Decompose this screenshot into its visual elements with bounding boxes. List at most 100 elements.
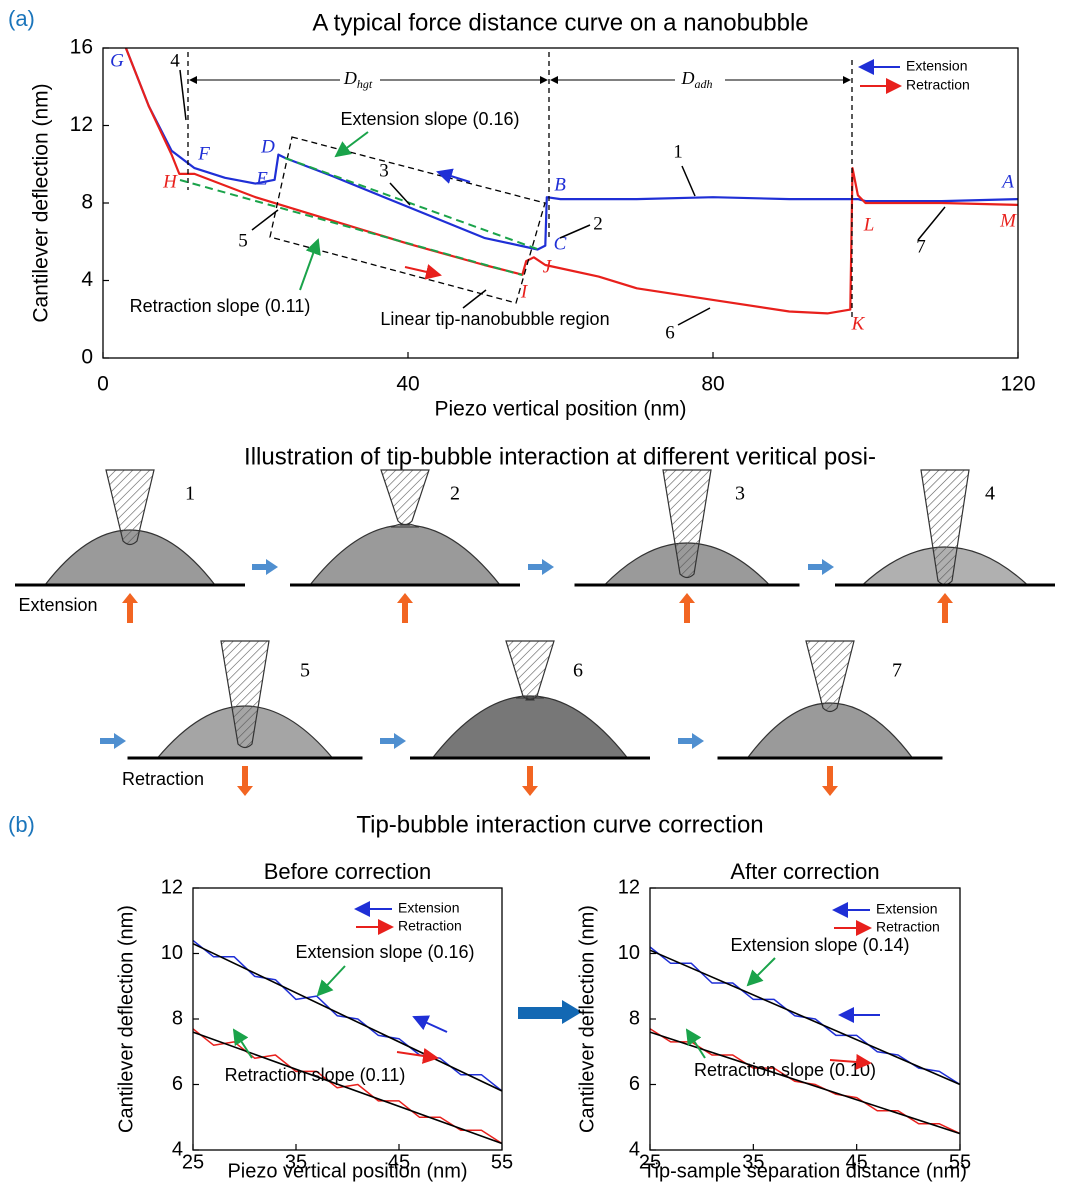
pointer-arrow [917, 206, 946, 241]
x-tick-label: 45 [388, 1151, 410, 1173]
pointer-arrow [559, 224, 591, 239]
point-label: 3 [379, 160, 389, 181]
point-label: K [851, 313, 866, 334]
sequence-arrow [678, 733, 704, 749]
pointer-arrow [396, 1048, 439, 1064]
bubble [431, 695, 629, 759]
annotation: Extension slope (0.16) [340, 109, 519, 129]
y-tick-label: 12 [70, 113, 93, 136]
step-number: 1 [185, 483, 195, 505]
sequence-arrow [808, 559, 834, 575]
x-axis-label: Piezo vertical position (nm) [227, 1160, 467, 1182]
x-tick-label: 35 [742, 1151, 764, 1173]
sequence-arrow [100, 733, 126, 749]
point-label: G [110, 50, 124, 71]
extension-label: Extension [18, 595, 97, 615]
point-label: 5 [238, 230, 248, 251]
plot-frame [192, 887, 503, 1151]
pointer-arrow [316, 965, 346, 997]
x-tick-label: 0 [97, 373, 109, 396]
pointer-arrow [677, 307, 711, 326]
annotation: Linear tip-nanobubble region [380, 309, 609, 329]
y-tick-label: 4 [172, 1138, 183, 1160]
sequence-arrow [252, 559, 278, 575]
point-label: L [863, 214, 875, 235]
correction-arrow-body [518, 1007, 564, 1019]
y-tick-label: 8 [172, 1007, 183, 1029]
point-label: F [197, 143, 210, 164]
chart-title: A typical force distance curve on a nano… [312, 9, 808, 36]
force-arrow [237, 766, 253, 796]
point-label: 1 [673, 141, 683, 162]
afm-tip [662, 469, 712, 579]
pointer-arrow [404, 264, 442, 280]
pointer-arrow [436, 168, 471, 184]
point-label: H [162, 171, 178, 192]
y-tick-label: 10 [161, 942, 183, 964]
pointer-arrow [412, 1015, 448, 1033]
legend-label: Extension [906, 58, 967, 74]
point-label: 7 [916, 236, 926, 257]
legend-label: Extension [398, 900, 459, 916]
y-tick-label: 6 [172, 1073, 183, 1095]
force-arrow [522, 766, 538, 796]
y-tick-label: 4 [81, 268, 93, 291]
dimension-subscript: adh [695, 77, 713, 91]
x-tick-label: 35 [285, 1151, 307, 1173]
data-line [124, 47, 1019, 315]
sequence-arrow [380, 733, 406, 749]
pointer-arrow [334, 131, 369, 158]
panel-label: (a) [8, 6, 35, 31]
annotation: Retraction slope (0.11) [225, 1065, 406, 1085]
force-arrow [122, 593, 138, 623]
force-arrow [679, 593, 695, 623]
point-label: 4 [170, 50, 180, 71]
legend-label: Retraction [876, 919, 940, 935]
x-tick-label: 25 [182, 1151, 204, 1173]
y-tick-label: 4 [629, 1138, 640, 1160]
annotation: Extension slope (0.16) [295, 942, 474, 962]
step-number: 6 [573, 660, 583, 682]
point-label: I [520, 281, 529, 302]
plot-frame [649, 887, 961, 1151]
point-label: D [260, 136, 275, 157]
step-number: 7 [892, 660, 902, 682]
y-axis-label: Cantilever deflection (nm) [576, 905, 598, 1133]
point-label: M [999, 210, 1017, 231]
step-number: 5 [300, 660, 310, 682]
legend-label: Retraction [906, 77, 970, 93]
pointer-arrow [829, 1053, 872, 1070]
bubble-neck [390, 523, 420, 528]
pointer-arrow [685, 1028, 706, 1059]
section-title: Tip-bubble interaction curve correction [356, 811, 763, 838]
afm-tip [505, 640, 555, 701]
step-number: 4 [985, 483, 995, 505]
dimension-subscript: hgt [357, 77, 373, 91]
x-axis-label: Tip-sample separation distance (nm) [643, 1160, 967, 1182]
x-tick-label: 120 [1000, 373, 1035, 396]
pointer-arrow [299, 238, 321, 291]
fit-guide [284, 157, 541, 251]
force-arrow [397, 593, 413, 623]
pointer-arrow [389, 182, 411, 206]
pointer-arrow [681, 165, 696, 197]
illustration-title: Illustration of tip-bubble interaction a… [244, 443, 876, 470]
chart-title: Before correction [264, 859, 432, 884]
dimension-label: Dhgt [343, 68, 373, 91]
y-axis-label: Cantilever deflection (nm) [30, 83, 53, 322]
pointer-arrow [232, 1028, 253, 1059]
fit-line [649, 1031, 961, 1135]
x-tick-label: 55 [491, 1151, 513, 1173]
legend-label: Extension [876, 901, 937, 917]
pointer-arrow [462, 289, 487, 309]
data-line [124, 47, 1019, 251]
y-tick-label: 8 [81, 191, 93, 214]
point-label: E [255, 168, 268, 189]
plot-frame [102, 47, 1019, 359]
afm-tip [220, 640, 270, 749]
afm-tip [105, 469, 155, 546]
dimension-label: Dadh [681, 68, 713, 91]
afm-tip [805, 640, 855, 713]
bubble [308, 524, 502, 586]
